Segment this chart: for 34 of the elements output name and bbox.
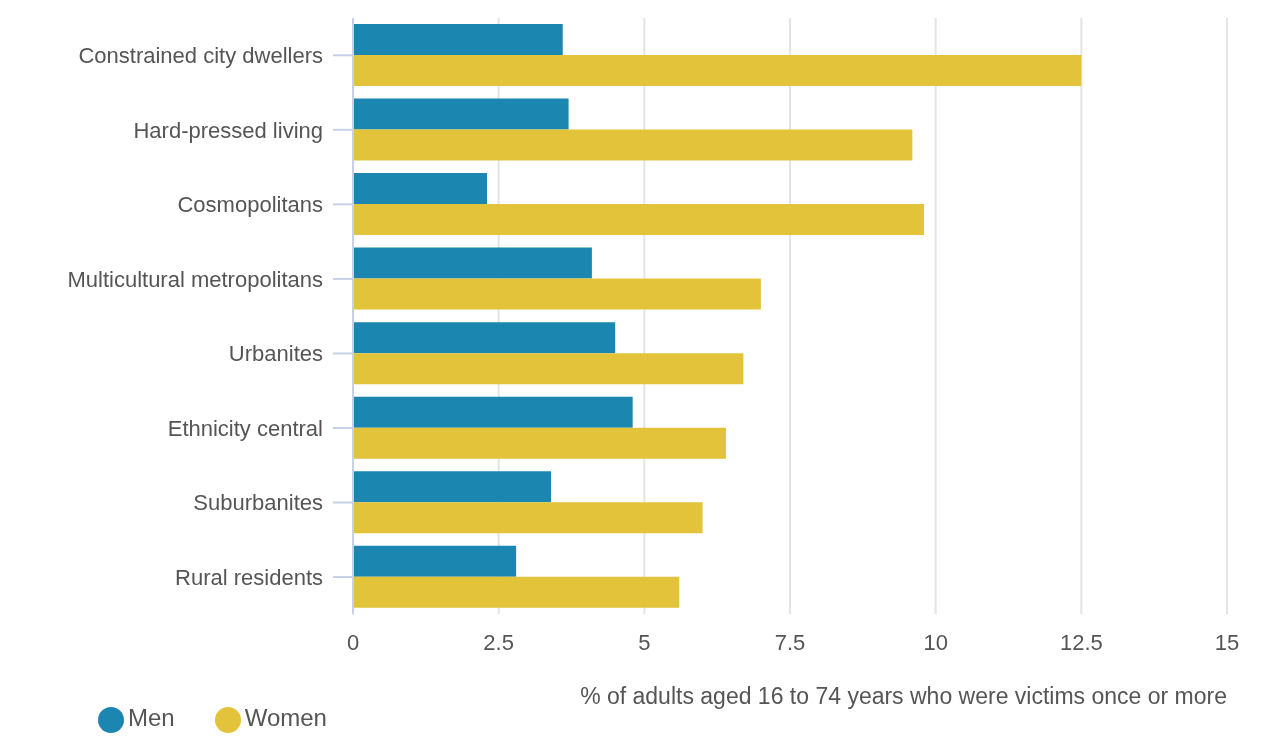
bar xyxy=(353,353,744,385)
y-tick-label: Suburbanites xyxy=(193,490,323,516)
bar xyxy=(353,545,517,577)
x-tick-label: 5 xyxy=(638,629,651,655)
bar xyxy=(353,502,703,534)
x-axis-title: % of adults aged 16 to 74 years who were victims once or more xyxy=(580,683,1227,710)
bar xyxy=(353,278,761,310)
x-tick-label: 0 xyxy=(346,629,360,655)
x-tick-label: 15 xyxy=(1214,629,1240,655)
y-tick-label: Multicultural metropolitans xyxy=(67,266,323,292)
y-tick-label: Rural residents xyxy=(175,564,323,590)
bar xyxy=(353,173,488,205)
bar xyxy=(353,204,925,236)
y-tick-label: Constrained city dwellers xyxy=(78,43,323,69)
bar xyxy=(353,98,569,130)
bar xyxy=(353,247,592,279)
x-tick-label: 2.5 xyxy=(483,629,514,655)
bar xyxy=(353,54,1082,86)
bar xyxy=(353,396,633,428)
y-tick-label: Urbanites xyxy=(228,341,323,367)
x-tick-label: 12.5 xyxy=(1059,629,1103,655)
x-tick-label: 7.5 xyxy=(774,629,806,655)
y-tick-label: Hard-pressed living xyxy=(133,117,323,143)
legend-label: Women xyxy=(244,704,327,732)
bar xyxy=(353,427,726,459)
x-tick-label: 10 xyxy=(923,629,948,655)
bar xyxy=(353,322,616,354)
bar xyxy=(353,576,680,608)
bar xyxy=(353,471,552,503)
y-tick-label: Cosmopolitans xyxy=(177,192,323,218)
bar xyxy=(353,129,913,161)
legend-label: Men xyxy=(128,704,175,732)
bar xyxy=(353,23,563,55)
y-tick-label: Ethnicity central xyxy=(167,415,323,441)
